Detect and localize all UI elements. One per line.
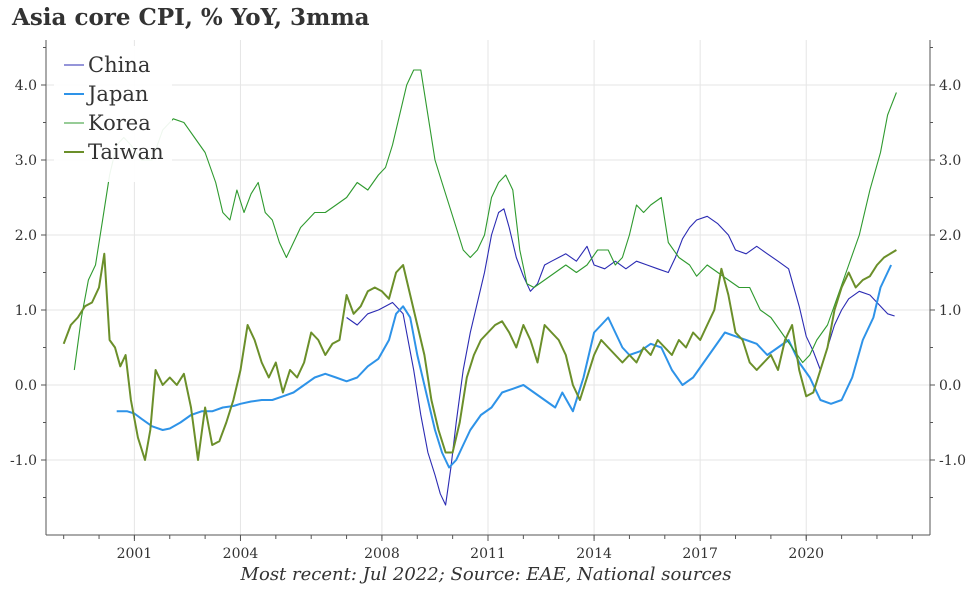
y-tick-label-left: 0.0 [15, 378, 37, 394]
legend-label-korea: Korea [88, 111, 151, 135]
x-tick-label: 2004 [223, 546, 259, 562]
legend-label-taiwan: Taiwan [88, 140, 164, 164]
y-tick-label-left: 2.0 [15, 228, 37, 244]
y-tick-label-right: -1.0 [939, 453, 966, 469]
y-tick-label-right: 4.0 [939, 78, 961, 94]
y-tick-label-left: 1.0 [15, 303, 37, 319]
y-tick-label-right: 1.0 [939, 303, 961, 319]
y-tick-label-left: -1.0 [10, 453, 37, 469]
series-line-japan [116, 264, 893, 469]
y-tick-label-left: 3.0 [15, 153, 37, 169]
y-tick-label-right: 2.0 [939, 228, 961, 244]
y-tick-label-left: 4.0 [15, 78, 37, 94]
axes: -1.0 -1.0 0.0 0.0 1.0 1.0 2.0 2.0 3.0 3.0 4.0 4.0 20… [10, 40, 966, 562]
legend-label-china: China [88, 53, 150, 77]
gridlines [46, 40, 930, 535]
series-line-taiwan [62, 249, 897, 461]
series-line-china [346, 208, 895, 506]
x-tick-label: 2017 [682, 546, 718, 562]
legend: China Japan Korea Taiwan [54, 46, 172, 182]
chart-footer: Most recent: Jul 2022; Source: EAE, Nati… [240, 564, 732, 585]
x-tick-label: 2011 [470, 546, 506, 562]
series-layer [62, 69, 897, 506]
chart-title: Asia core CPI, % YoY, 3mma [12, 4, 370, 31]
y-tick-label-right: 3.0 [939, 153, 961, 169]
series-line-korea [73, 69, 897, 371]
x-tick-label: 2001 [117, 546, 153, 562]
x-tick-label: 2008 [364, 546, 400, 562]
legend-box [54, 46, 172, 182]
legend-label-japan: Japan [86, 82, 148, 106]
y-tick-label-right: 0.0 [939, 378, 961, 394]
x-tick-label: 2020 [788, 546, 824, 562]
x-tick-label: 2014 [576, 546, 612, 562]
